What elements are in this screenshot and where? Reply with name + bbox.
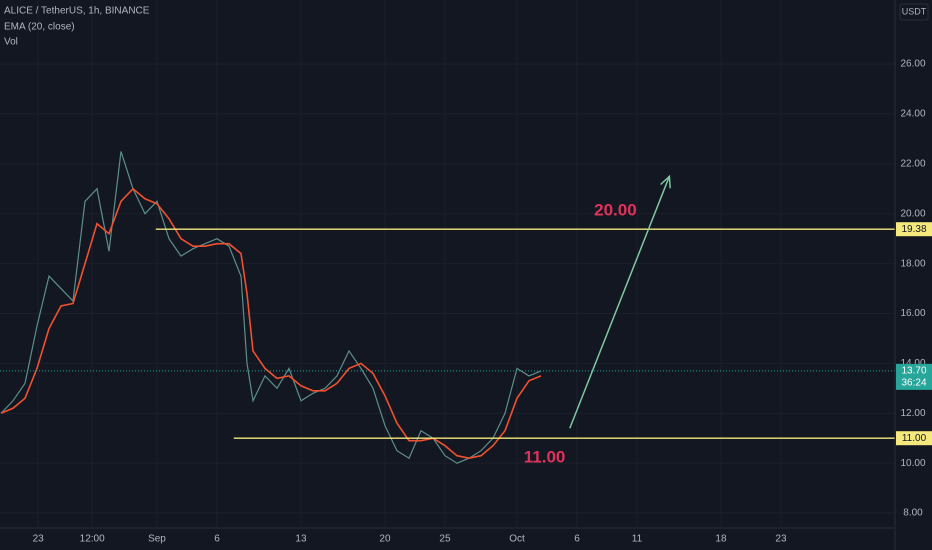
annotation: 11.00 — [524, 448, 566, 467]
x-tick-label: 18 — [715, 534, 727, 545]
volume-label: Vol — [4, 37, 18, 48]
x-tick-label: 23 — [775, 534, 787, 545]
x-tick-label: 20 — [379, 534, 391, 545]
level-label-box — [896, 222, 932, 237]
y-tick-label: 10.00 — [900, 458, 925, 469]
y-tick-label: 16.00 — [900, 308, 925, 319]
y-tick-label: 18.00 — [900, 258, 925, 269]
level-label: 19.38 — [901, 224, 926, 235]
y-tick-label: 20.00 — [900, 208, 925, 219]
arrow-head — [660, 174, 671, 189]
level-label-box — [896, 431, 932, 446]
legend-entry: EMA (20, close) — [4, 22, 75, 33]
currency-box[interactable] — [899, 3, 929, 21]
x-tick-label: 13 — [295, 534, 307, 545]
axes: 8.00 10.00 12.00 14.00 16.00 18.00 20.00 22.00 2… — [33, 59, 932, 545]
x-tick-label: 6 — [574, 534, 580, 545]
countdown: 36:24 — [901, 378, 926, 389]
arrow-shaft — [569, 176, 671, 429]
y-tick-label: 26.00 — [900, 59, 925, 70]
x-tick-label: Oct — [509, 534, 525, 545]
x-tick-label: 23 — [33, 534, 45, 545]
x-tick-label: 11 — [632, 534, 643, 545]
chart-title: ALICE / TetherUS, 1h, BINANCE — [4, 6, 150, 17]
y-tick-label: 14.00 — [900, 358, 925, 369]
plot: 20.00 11.00 — [0, 151, 895, 467]
y-tick-label: 12.00 — [900, 408, 925, 419]
last-price-box — [896, 363, 932, 390]
x-tick-label: 12:00 — [80, 534, 105, 545]
y-tick-label: 22.00 — [900, 159, 925, 170]
ema-line — [0, 187, 542, 460]
level-label: 11.00 — [902, 433, 927, 444]
x-tick-label: 25 — [439, 534, 451, 545]
annotation: 20.00 — [594, 201, 637, 220]
last-price-label: 13.70 — [901, 366, 926, 377]
y-tick-label: 24.00 — [900, 109, 925, 120]
x-tick-label: Sep — [148, 534, 166, 545]
currency[interactable]: USDT — [902, 6, 927, 16]
y-tick-label: 8.00 — [903, 508, 923, 519]
price-line — [0, 151, 542, 464]
grid — [0, 0, 895, 528]
x-tick-label: 6 — [214, 534, 220, 545]
